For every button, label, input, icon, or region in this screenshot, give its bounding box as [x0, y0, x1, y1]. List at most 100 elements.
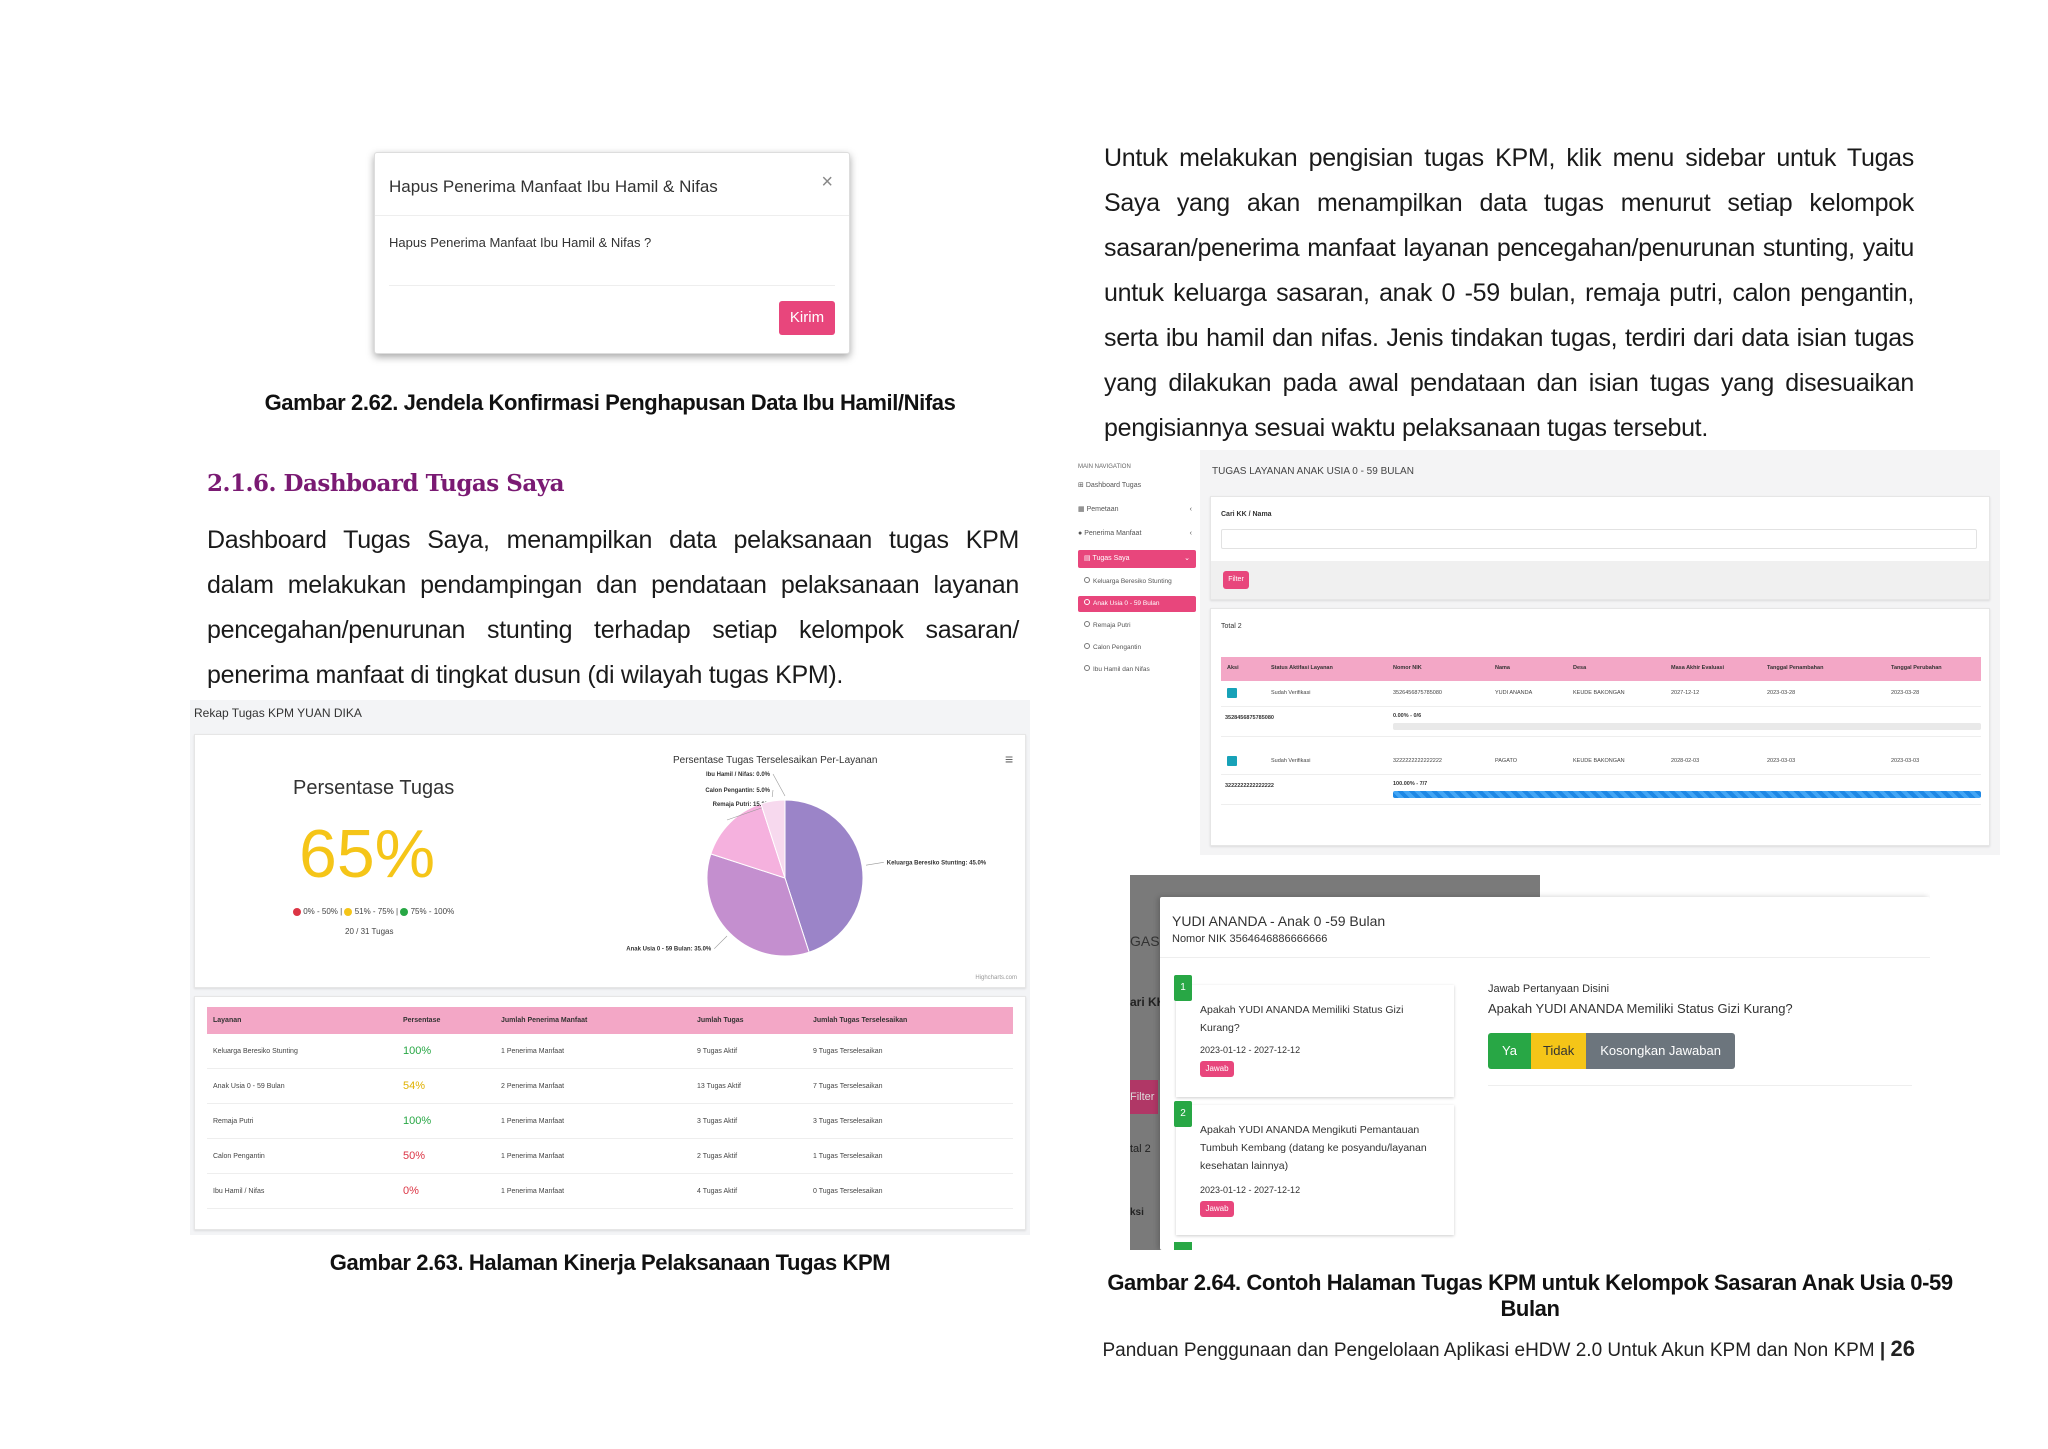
- pie-data-label: Anak Usia 0 - 59 Bulan: 35.0%: [626, 947, 712, 953]
- progress-bar: [1393, 791, 1981, 798]
- circle-icon: [1084, 599, 1090, 605]
- chart-title: Persentase Tugas Terselesaikan Per-Layan…: [673, 755, 878, 766]
- table-header: Jumlah Penerima Manfaat: [495, 1007, 691, 1034]
- table-cell-selesai: 3 Tugas Terselesaikan: [807, 1103, 1013, 1139]
- sidebar-subitem-label: Ibu Hamil dan Nifas: [1093, 666, 1150, 673]
- sidebar-item[interactable]: ● Penerima Manfaat ‹: [1070, 522, 1200, 546]
- map-icon: ▦: [1078, 506, 1085, 513]
- user-icon: ●: [1078, 530, 1083, 537]
- circle-icon: [1084, 577, 1090, 583]
- table-header: Persentase: [397, 1007, 495, 1034]
- chart-menu-icon[interactable]: ≡: [1005, 751, 1014, 767]
- legend-item: 75% - 100%: [410, 907, 455, 916]
- table-header: Nomor NIK: [1393, 665, 1422, 671]
- chevron-left-icon: ‹: [1189, 530, 1192, 537]
- question-card[interactable]: 1 Apakah YUDI ANANDA Memiliki Status Giz…: [1174, 975, 1454, 1097]
- sidebar-subitem[interactable]: Ibu Hamil dan Nifas: [1078, 662, 1196, 678]
- tidak-button[interactable]: Tidak: [1530, 1033, 1587, 1069]
- delete-confirm-modal: Hapus Penerima Manfaat Ibu Hamil & Nifas…: [374, 152, 850, 354]
- table-cell: YUDI ANANDA: [1495, 690, 1533, 696]
- chevron-down-icon: ⌄: [1184, 555, 1190, 562]
- table-cell: 2023-03-03: [1891, 758, 1920, 764]
- table-cell-selesai: 0 Tugas Terselesaikan: [807, 1173, 1013, 1209]
- sidebar-subitem[interactable]: Keluarga Beresiko Stunting: [1078, 574, 1196, 590]
- table-row: Anak Usia 0 - 59 Bulan 54% 2 Penerima Manf…: [207, 1068, 1013, 1104]
- table-cell-penerima: 1 Penerima Manfaat: [495, 1034, 691, 1069]
- table-cell-tugas: 3 Tugas Aktif: [691, 1103, 807, 1139]
- sidebar-item-tugas-saya[interactable]: ▤ Tugas Saya ⌄: [1078, 550, 1196, 568]
- table-cell-tugas: 4 Tugas Aktif: [691, 1173, 807, 1209]
- table-cell: 3222222222222222: [1393, 758, 1442, 764]
- table-header-row: Aksi Status Aktifasi Layanan Nomor NIK Nama…: [1221, 657, 1981, 681]
- search-input[interactable]: [1221, 529, 1977, 549]
- progress-label: 100.00% - 7/7: [1393, 781, 1428, 787]
- pie-connector: [771, 789, 774, 798]
- sidebar-subitem[interactable]: Anak Usia 0 - 59 Bulan: [1078, 596, 1196, 612]
- tugas-title: TUGAS LAYANAN ANAK USIA 0 - 59 BULAN: [1212, 466, 1414, 477]
- table-cell-selesai: 9 Tugas Terselesaikan: [807, 1034, 1013, 1069]
- kirim-button[interactable]: Kirim: [779, 301, 835, 335]
- pie-data-label: Ibu Hamil / Nifas: 0.0%: [706, 772, 771, 778]
- table-header: Status Aktifasi Layanan: [1271, 665, 1333, 671]
- search-label: Cari KK / Nama: [1221, 511, 1272, 518]
- circle-icon: [1084, 665, 1090, 671]
- bg-label: Filter: [1130, 1080, 1158, 1114]
- tugas-screenshot: MAIN NAVIGATION ⊞ Dashboard Tugas ▦ Pemet…: [1070, 450, 2000, 855]
- bg-label: ksi: [1130, 1207, 1144, 1218]
- ya-button[interactable]: Ya: [1488, 1033, 1531, 1069]
- table-cell: KEUDE BAKONGAN: [1573, 690, 1625, 696]
- nav-header: MAIN NAVIGATION: [1078, 464, 1131, 470]
- question-text: Apakah YUDI ANANDA Mengikuti Pemantauan …: [1200, 1124, 1427, 1172]
- question-card[interactable]: 2 Apakah YUDI ANANDA Mengikuti Pemantaua…: [1174, 1101, 1454, 1235]
- filter-button[interactable]: Filter: [1223, 571, 1249, 589]
- modal-title: Hapus Penerima Manfaat Ibu Hamil & Nifas: [389, 177, 718, 196]
- close-icon[interactable]: ×: [821, 171, 833, 193]
- table-header: Aksi: [1227, 665, 1239, 671]
- pie-data-label: Keluarga Beresiko Stunting: 45.0%: [887, 860, 987, 866]
- persentase-title: Persentase Tugas: [293, 777, 455, 799]
- table-header: Desa: [1573, 665, 1587, 671]
- table-row: Keluarga Beresiko Stunting 100% 1 Penerima…: [207, 1034, 1013, 1069]
- table-header: Tanggal Penambahan: [1767, 665, 1824, 671]
- kosongkan-button[interactable]: Kosongkan Jawaban: [1586, 1033, 1735, 1069]
- rekap-table: Layanan Persentase Jumlah Penerima Manfa…: [207, 1007, 1013, 1209]
- bg-label: GAS: [1130, 933, 1160, 949]
- table-cell-layanan: Ibu Hamil / Nifas: [207, 1173, 397, 1209]
- sidebar-subitem[interactable]: Calon Pengantin: [1078, 640, 1196, 656]
- table-row: Sudah Verifikasi 3222222222222222 PAGATO KE…: [1221, 749, 1981, 775]
- progress-bar: [1393, 723, 1981, 730]
- table-cell-penerima: 1 Penerima Manfaat: [495, 1138, 691, 1174]
- footer-separator: |: [1879, 1340, 1886, 1361]
- sidebar-item-label: Dashboard Tugas: [1085, 482, 1142, 489]
- table-cell-penerima: 1 Penerima Manfaat: [495, 1103, 691, 1139]
- modal-divider: [375, 215, 849, 216]
- table-cell: 2027-12-12: [1671, 690, 1700, 696]
- bg-label: tal 2: [1130, 1143, 1151, 1155]
- jawab-button[interactable]: Jawab: [1200, 1061, 1234, 1077]
- sidebar-subitem[interactable]: Remaja Putri: [1078, 618, 1196, 634]
- action-button[interactable]: [1227, 688, 1237, 698]
- modal-divider: [1160, 957, 1930, 958]
- question-card-partial: [1174, 1242, 1192, 1250]
- legend-item: 0% - 50%: [303, 907, 338, 916]
- page-number: 26: [1890, 1336, 1915, 1361]
- question-date: 2023-01-12 - 2027-12-12: [1200, 1045, 1301, 1055]
- table-cell-layanan: Keluarga Beresiko Stunting: [207, 1034, 397, 1069]
- sidebar-item[interactable]: ⊞ Dashboard Tugas: [1070, 474, 1200, 498]
- sidebar-item[interactable]: ▦ Pemetaan ‹: [1070, 498, 1200, 522]
- table-cell-persentase: 100%: [397, 1034, 495, 1069]
- table-cell-tugas: 2 Tugas Aktif: [691, 1138, 807, 1174]
- jawab-screenshot: GAS ari KK / Filter tal 2 ksi YUDI ANAND…: [1130, 875, 1930, 1250]
- section-paragraph: Dashboard Tugas Saya, menampilkan data p…: [207, 526, 1019, 689]
- table-header: Jumlah Tugas: [691, 1007, 807, 1034]
- table-header-row: Layanan Persentase Jumlah Penerima Manfa…: [207, 1007, 1013, 1034]
- action-button[interactable]: [1227, 756, 1237, 766]
- progress-label: 0.00% - 0/6: [1393, 713, 1422, 719]
- table-cell-tugas: 9 Tugas Aktif: [691, 1034, 807, 1069]
- jawab-button[interactable]: Jawab: [1200, 1201, 1234, 1217]
- table-cell-layanan: Anak Usia 0 - 59 Bulan: [207, 1068, 397, 1104]
- table-cell-persentase: 0%: [397, 1173, 495, 1209]
- tugas-table: Aksi Status Aktifasi Layanan Nomor NIK Nama…: [1221, 657, 1981, 817]
- sub-nav-list: Keluarga Beresiko Stunting Anak Usia 0 - …: [1070, 574, 1200, 678]
- dashboard-icon: ⊞: [1078, 482, 1084, 489]
